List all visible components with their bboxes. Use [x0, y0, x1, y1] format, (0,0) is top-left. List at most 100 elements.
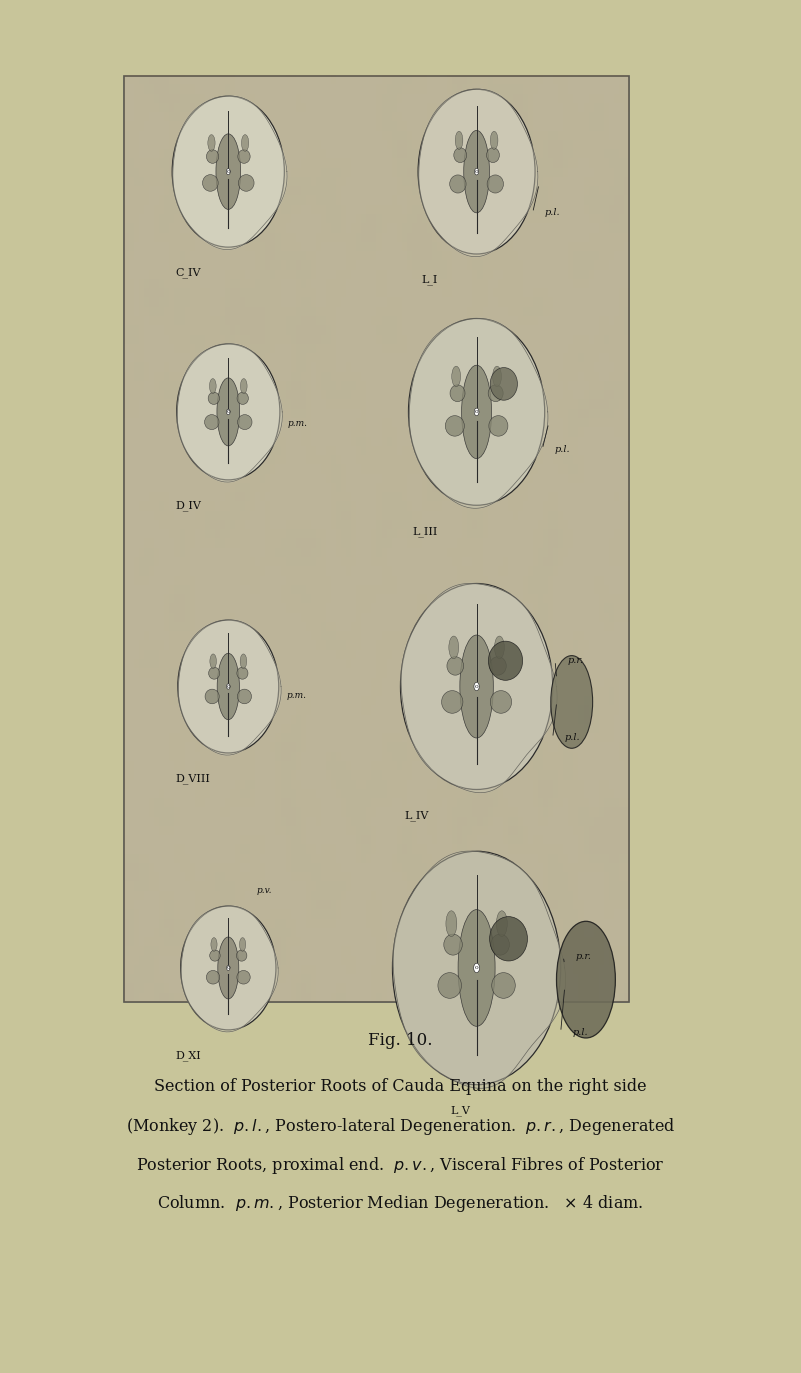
Ellipse shape: [172, 96, 284, 247]
Text: o: o: [475, 684, 478, 689]
Text: o: o: [475, 409, 478, 415]
Ellipse shape: [237, 667, 248, 680]
Ellipse shape: [438, 972, 461, 998]
Ellipse shape: [227, 409, 230, 415]
Ellipse shape: [494, 636, 505, 659]
Text: o: o: [475, 169, 478, 174]
Ellipse shape: [240, 379, 248, 394]
Text: o: o: [227, 169, 230, 174]
Text: Section of Posterior Roots of Cauda Equina on the right side: Section of Posterior Roots of Cauda Equi…: [154, 1078, 647, 1094]
Ellipse shape: [237, 689, 252, 704]
Polygon shape: [401, 584, 557, 792]
Text: Posterior Roots, proximal end.  $p.v.$, Visceral Fibres of Posterior: Posterior Roots, proximal end. $p.v.$, V…: [136, 1155, 665, 1175]
Text: p.l.: p.l.: [573, 1027, 589, 1037]
Text: L ̲III: L ̲III: [413, 526, 437, 537]
Ellipse shape: [458, 909, 495, 1027]
Ellipse shape: [236, 950, 247, 961]
Polygon shape: [181, 906, 278, 1032]
Ellipse shape: [207, 150, 219, 163]
Ellipse shape: [239, 938, 246, 951]
Ellipse shape: [209, 379, 216, 394]
Ellipse shape: [464, 130, 489, 213]
Ellipse shape: [227, 965, 230, 971]
Text: p.m.: p.m.: [288, 419, 308, 428]
Ellipse shape: [497, 910, 507, 936]
Ellipse shape: [474, 169, 479, 174]
Ellipse shape: [207, 971, 219, 984]
Ellipse shape: [551, 655, 593, 748]
Ellipse shape: [445, 416, 465, 437]
Ellipse shape: [489, 95, 499, 108]
Ellipse shape: [400, 584, 553, 789]
Ellipse shape: [447, 590, 461, 608]
Ellipse shape: [208, 393, 219, 405]
Ellipse shape: [492, 972, 515, 998]
Ellipse shape: [210, 910, 219, 921]
Ellipse shape: [227, 169, 230, 174]
Text: L ̲I: L ̲I: [422, 275, 437, 286]
Ellipse shape: [444, 934, 462, 956]
Ellipse shape: [217, 654, 239, 719]
Ellipse shape: [208, 667, 219, 680]
Ellipse shape: [178, 621, 279, 752]
Bar: [124, 76, 629, 1002]
Ellipse shape: [238, 415, 252, 430]
Ellipse shape: [488, 384, 503, 402]
Ellipse shape: [180, 906, 276, 1030]
Text: p.v.: p.v.: [256, 886, 272, 895]
Ellipse shape: [449, 636, 459, 659]
Text: L ̲V: L ̲V: [452, 1105, 470, 1116]
Ellipse shape: [450, 384, 465, 402]
Ellipse shape: [237, 971, 250, 984]
Ellipse shape: [455, 132, 463, 150]
Ellipse shape: [446, 910, 457, 936]
Text: o: o: [227, 409, 230, 415]
Ellipse shape: [409, 319, 545, 505]
Ellipse shape: [238, 910, 247, 921]
Ellipse shape: [490, 132, 498, 150]
Ellipse shape: [210, 654, 216, 669]
Text: L ̲IV: L ̲IV: [405, 810, 428, 821]
Text: C ̲IV: C ̲IV: [176, 268, 201, 279]
Ellipse shape: [207, 135, 215, 151]
Ellipse shape: [240, 654, 247, 669]
Ellipse shape: [474, 682, 479, 691]
Ellipse shape: [204, 415, 219, 430]
Ellipse shape: [557, 921, 615, 1038]
Ellipse shape: [205, 689, 219, 704]
Ellipse shape: [237, 393, 248, 405]
Ellipse shape: [444, 858, 459, 879]
Ellipse shape: [216, 135, 240, 209]
Ellipse shape: [489, 641, 522, 680]
Ellipse shape: [473, 964, 480, 972]
Ellipse shape: [241, 135, 249, 151]
Text: Column.  $p.m.$, Posterior Median Degeneration.   $\times$ 4 diam.: Column. $p.m.$, Posterior Median Degener…: [157, 1193, 644, 1214]
Ellipse shape: [461, 365, 492, 459]
Polygon shape: [409, 319, 548, 508]
Ellipse shape: [392, 851, 561, 1085]
Ellipse shape: [491, 324, 503, 341]
Ellipse shape: [493, 590, 506, 608]
Ellipse shape: [239, 174, 254, 191]
Ellipse shape: [203, 174, 218, 191]
Ellipse shape: [207, 100, 216, 114]
Ellipse shape: [454, 148, 467, 162]
Ellipse shape: [489, 917, 528, 961]
Text: o: o: [227, 965, 230, 971]
Text: p.r.: p.r.: [567, 656, 583, 666]
Polygon shape: [179, 621, 281, 755]
Text: p.l.: p.l.: [565, 733, 581, 743]
Text: p.m.: p.m.: [287, 691, 307, 700]
Text: o: o: [475, 965, 478, 971]
Ellipse shape: [447, 656, 464, 676]
Ellipse shape: [211, 938, 217, 951]
Ellipse shape: [210, 950, 220, 961]
Ellipse shape: [454, 95, 465, 108]
Polygon shape: [173, 96, 287, 250]
Ellipse shape: [489, 656, 506, 676]
Ellipse shape: [494, 858, 509, 879]
Text: D ̲VIII: D ̲VIII: [176, 773, 210, 784]
Text: Fig. 10.: Fig. 10.: [368, 1032, 433, 1049]
Ellipse shape: [493, 367, 501, 387]
Text: D ̲XI: D ̲XI: [176, 1050, 201, 1061]
